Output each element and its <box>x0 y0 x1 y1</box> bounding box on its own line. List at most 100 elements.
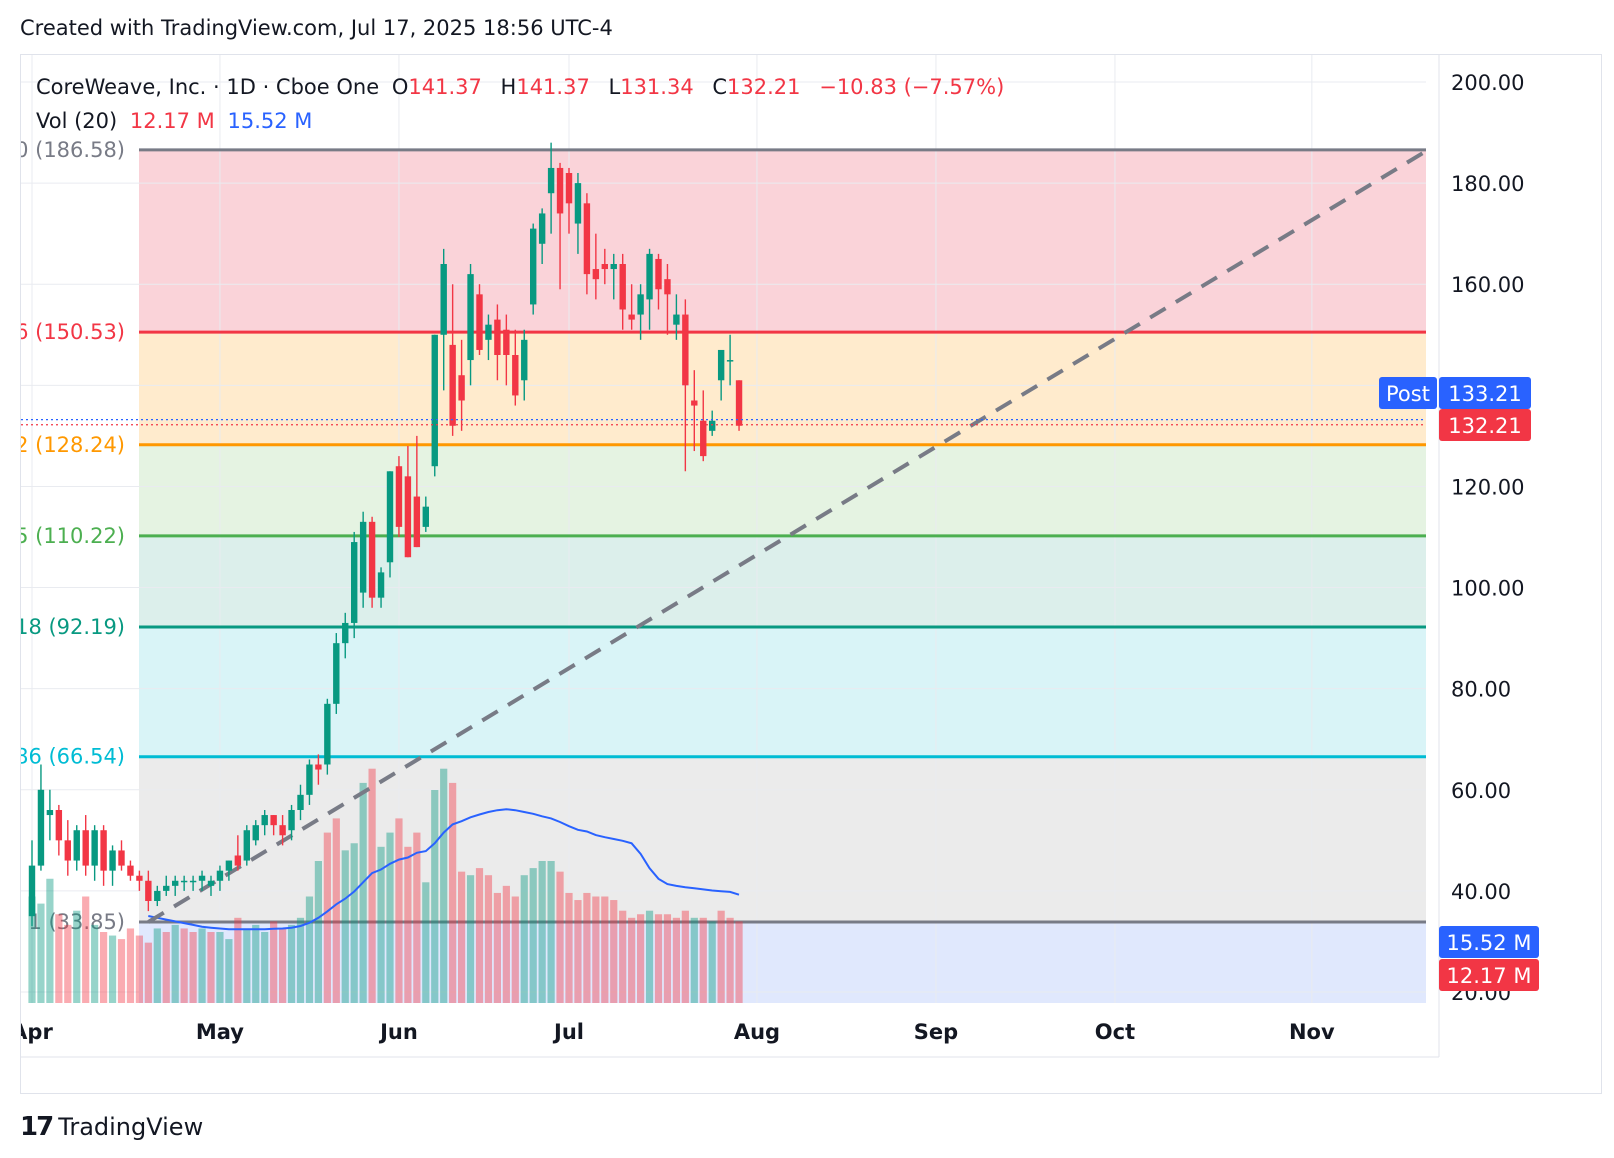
price-chart[interactable]: 0 (186.58) 6 (150.53) 2 (128.24) 5 (110.22)… <box>21 55 1603 1095</box>
candle-body[interactable] <box>100 830 107 871</box>
candle-body[interactable] <box>503 329 510 355</box>
candle-body[interactable] <box>234 855 242 866</box>
candle-body[interactable] <box>610 264 617 270</box>
volume-bar <box>180 928 188 1003</box>
candle-body[interactable] <box>700 420 707 457</box>
candle-body[interactable] <box>270 815 277 826</box>
candle-body[interactable] <box>440 264 447 335</box>
candle-body[interactable] <box>494 319 501 355</box>
volume-bar <box>270 921 278 1003</box>
candle-body[interactable] <box>449 344 456 426</box>
tradingview-logo-icon: 17 <box>20 1112 54 1142</box>
candle-body[interactable] <box>565 173 573 204</box>
candle-body[interactable] <box>726 360 734 362</box>
candle-body[interactable] <box>646 253 653 300</box>
candle-body[interactable] <box>601 264 608 270</box>
candle-body[interactable] <box>127 865 134 876</box>
candle-body[interactable] <box>252 825 259 841</box>
candle-body[interactable] <box>28 865 36 917</box>
candle-body[interactable] <box>476 294 483 350</box>
x-tick-label: Sep <box>914 1020 958 1044</box>
candle-body[interactable] <box>485 324 492 340</box>
candle-body[interactable] <box>359 521 367 593</box>
candle-body[interactable] <box>198 875 206 881</box>
volume-bar <box>422 882 430 1003</box>
candle-body[interactable] <box>735 380 743 426</box>
candle-body[interactable] <box>154 890 161 901</box>
legend-vol-label[interactable]: Vol (20) <box>36 109 118 133</box>
candle-body[interactable] <box>136 875 143 881</box>
candle-body[interactable] <box>512 355 519 396</box>
volume-bar <box>287 924 296 1003</box>
candle-body[interactable] <box>207 880 215 886</box>
candle-body[interactable] <box>46 810 54 816</box>
y-tick-label: 60.00 <box>1451 779 1511 803</box>
fib-zone <box>139 149 1426 333</box>
candle-body[interactable] <box>216 870 224 881</box>
candle-body[interactable] <box>386 471 394 563</box>
candle-body[interactable] <box>91 830 98 866</box>
candle-body[interactable] <box>583 203 591 275</box>
candle-body[interactable] <box>109 850 116 871</box>
candle-body[interactable] <box>333 643 340 704</box>
candle-body[interactable] <box>172 880 179 886</box>
candle-body[interactable] <box>342 622 349 644</box>
candle-body[interactable] <box>413 496 421 548</box>
trend-line[interactable] <box>147 148 1430 924</box>
candle-body[interactable] <box>655 258 662 290</box>
volume-bar <box>28 896 36 1003</box>
candle-body[interactable] <box>145 880 152 901</box>
candle-body[interactable] <box>422 506 429 527</box>
candle-body[interactable] <box>306 764 313 795</box>
candle-body[interactable] <box>592 269 600 280</box>
candle-body[interactable] <box>431 334 438 467</box>
candle-body[interactable] <box>324 703 331 765</box>
volume-bar <box>654 914 663 1003</box>
candle-body[interactable] <box>55 810 63 841</box>
candle-body[interactable] <box>180 880 188 883</box>
candle-body[interactable] <box>556 167 564 214</box>
candle-body[interactable] <box>368 521 376 598</box>
candle-body[interactable] <box>377 572 385 598</box>
candle-body[interactable] <box>288 810 295 831</box>
candle-body[interactable] <box>619 264 626 310</box>
candle-body[interactable] <box>243 830 250 861</box>
candle-body[interactable] <box>574 183 582 224</box>
legend-symbol[interactable]: CoreWeave, Inc. · 1D · Cboe One <box>36 75 380 99</box>
candle-body[interactable] <box>118 850 125 866</box>
candle-body[interactable] <box>261 815 268 826</box>
candle-body[interactable] <box>297 794 304 810</box>
volume-bar <box>699 917 707 1003</box>
volume-bar <box>91 924 99 1003</box>
candle-body[interactable] <box>73 830 80 861</box>
candle-body[interactable] <box>530 228 537 305</box>
candle-body[interactable] <box>37 789 45 866</box>
candle-body[interactable] <box>628 314 635 320</box>
candle-body[interactable] <box>395 466 403 527</box>
candle-body[interactable] <box>521 339 528 381</box>
candle-body[interactable] <box>279 825 286 836</box>
volume-bar <box>350 843 358 1003</box>
candle-body[interactable] <box>538 213 546 244</box>
candle-body[interactable] <box>682 314 689 386</box>
candle-body[interactable] <box>637 294 644 315</box>
candle-body[interactable] <box>673 314 680 325</box>
candle-body[interactable] <box>547 167 555 194</box>
candle-body[interactable] <box>717 349 725 381</box>
footer-brand[interactable]: 17 TradingView <box>20 1112 203 1142</box>
candle-body[interactable] <box>64 840 71 861</box>
candle-body[interactable] <box>664 279 671 295</box>
candle-body[interactable] <box>351 542 358 623</box>
chart-frame[interactable]: 0 (186.58) 6 (150.53) 2 (128.24) 5 (110.22)… <box>20 54 1602 1094</box>
candle-body[interactable] <box>467 274 474 361</box>
post-label: Post <box>1386 382 1430 406</box>
candle-body[interactable] <box>315 764 322 770</box>
candle-body[interactable] <box>404 476 412 558</box>
candle-body[interactable] <box>458 375 465 401</box>
candle-body[interactable] <box>691 400 698 406</box>
candle-body[interactable] <box>709 420 716 431</box>
candle-body[interactable] <box>225 860 233 871</box>
candle-body[interactable] <box>189 880 197 883</box>
candle-body[interactable] <box>163 885 170 891</box>
candle-body[interactable] <box>82 830 89 866</box>
